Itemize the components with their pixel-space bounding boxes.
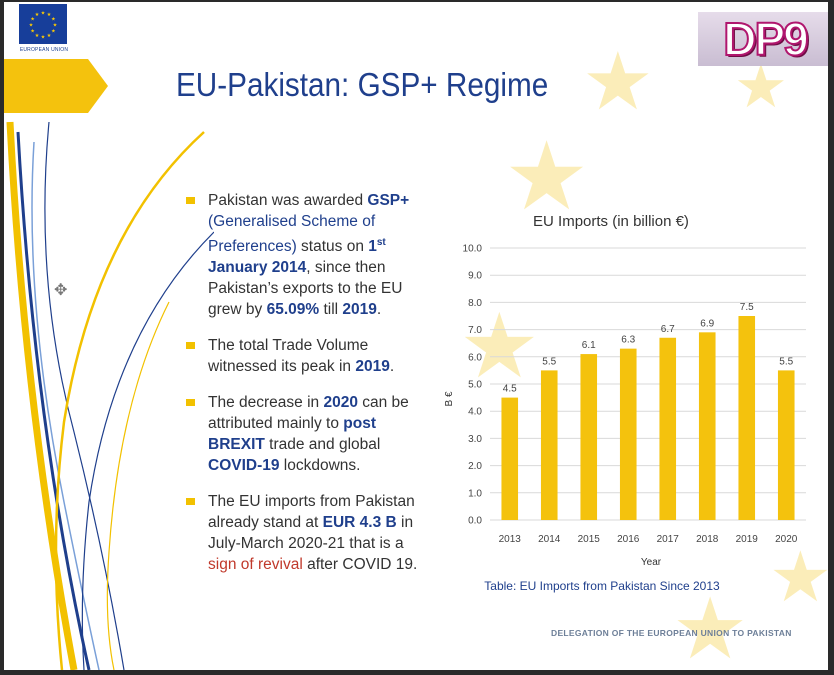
x-tick-label: 2013 [499, 534, 522, 545]
bullet-revival: The EU imports from Pakistan already sta… [182, 491, 432, 575]
x-axis-label: Year [641, 557, 662, 568]
data-label: 5.5 [779, 356, 793, 367]
bar [698, 332, 716, 520]
data-label: 6.7 [661, 324, 675, 335]
y-axis-label: B € [444, 391, 455, 406]
eu-star-icon: ★ [35, 33, 40, 39]
x-tick-label: 2017 [657, 534, 680, 545]
bar [777, 370, 795, 520]
x-tick-label: 2018 [696, 534, 719, 545]
x-tick-label: 2019 [736, 534, 759, 545]
slide: ★ ★ ★ ★ ★ ★ ★ ★ ★ ★ ★ ★ ★ ★ ★ ★ ★ ★ EUROPEAN UNION … [4, 2, 828, 670]
eu-star-icon: ★ [53, 23, 58, 29]
eu-star-icon: ★ [29, 23, 34, 29]
data-label: 6.3 [621, 335, 635, 346]
bullet-gsp-award: Pakistan was awarded GSP+ (Generalised S… [182, 190, 432, 320]
decorative-curves [6, 121, 214, 670]
chart-grid [490, 247, 806, 521]
eu-flag-icon: ★ ★ ★ ★ ★ ★ ★ ★ ★ ★ ★ ★ [19, 4, 67, 44]
background-star-icon: ★ [504, 124, 590, 230]
chart-bars [501, 316, 795, 520]
background-star-icon: ★ [582, 37, 654, 126]
x-tick-label: 2020 [775, 534, 798, 545]
eu-imports-chart: EU Imports (in billion €) 0.0 1.0 2.0 3.0 4.… [444, 213, 806, 593]
y-tick-label: 6.0 [468, 352, 482, 363]
bar [580, 354, 598, 520]
y-tick-label: 2.0 [468, 461, 482, 472]
eu-star-icon: ★ [30, 17, 35, 23]
y-tick-label: 4.0 [468, 407, 482, 418]
y-tick-label: 1.0 [468, 488, 482, 499]
chart-labels: 0.0 1.0 2.0 3.0 4.0 5.0 6.0 7.0 8.0 9.0 10.0 4.5 201… [463, 244, 798, 546]
bullet-decrease-2020: The decrease in 2020 can be attributed m… [182, 392, 432, 476]
eu-star-icon: ★ [41, 35, 46, 41]
bullet-list: Pakistan was awarded GSP+ (Generalised S… [182, 190, 432, 590]
data-label: 4.5 [503, 384, 517, 395]
bar [738, 316, 756, 520]
x-tick-label: 2014 [538, 534, 561, 545]
eu-star-icon: ★ [51, 17, 56, 23]
y-tick-label: 3.0 [468, 434, 482, 445]
y-tick-label: 5.0 [468, 380, 482, 391]
bar [540, 370, 558, 520]
eu-star-icon: ★ [51, 29, 56, 35]
eu-star-icon: ★ [41, 11, 46, 17]
title-arrow-icon [4, 59, 108, 113]
page-title: EU-Pakistan: GSP+ Regime [176, 66, 549, 103]
y-tick-label: 7.0 [468, 325, 482, 336]
footer-text: DELEGATION OF THE EUROPEAN UNION TO PAKI… [551, 628, 792, 638]
eu-star-icon: ★ [35, 12, 40, 18]
move-cross-icon[interactable]: ✥ [54, 282, 68, 299]
eu-star-icon: ★ [47, 33, 52, 39]
date-highlight: 1st January 2014 [208, 237, 386, 277]
bar [501, 397, 519, 520]
y-tick-label: 9.0 [468, 271, 482, 282]
chart-caption: Table: EU Imports from Pakistan Since 20… [484, 579, 720, 593]
x-tick-label: 2016 [617, 534, 640, 545]
data-label: 6.9 [700, 318, 714, 329]
chart-title: EU Imports (in billion €) [533, 213, 689, 230]
bar [659, 337, 677, 520]
data-label: 6.1 [582, 340, 596, 351]
eu-star-icon: ★ [47, 12, 52, 18]
background-star-icon: ★ [459, 297, 540, 397]
eu-logo: ★ ★ ★ ★ ★ ★ ★ ★ ★ ★ ★ ★ EUROPEAN UNION [14, 4, 74, 58]
bullet-trade-peak: The total Trade Volume witnessed its pea… [182, 335, 432, 377]
dp9-logo: DP9 [698, 12, 828, 66]
bar [619, 348, 637, 520]
y-tick-label: 0.0 [468, 516, 482, 527]
background-star-icon: ★ [672, 582, 749, 670]
dp9-logo-text: DP9 [722, 12, 810, 66]
data-label: 7.5 [740, 302, 754, 313]
background-star-icon: ★ [734, 53, 788, 120]
eu-logo-caption: EUROPEAN UNION [19, 47, 69, 53]
x-tick-label: 2015 [578, 534, 601, 545]
eu-star-icon: ★ [30, 29, 35, 35]
y-tick-label: 10.0 [463, 244, 483, 255]
data-label: 5.5 [542, 356, 556, 367]
background-star-icon: ★ [769, 538, 828, 616]
y-tick-label: 8.0 [468, 298, 482, 309]
